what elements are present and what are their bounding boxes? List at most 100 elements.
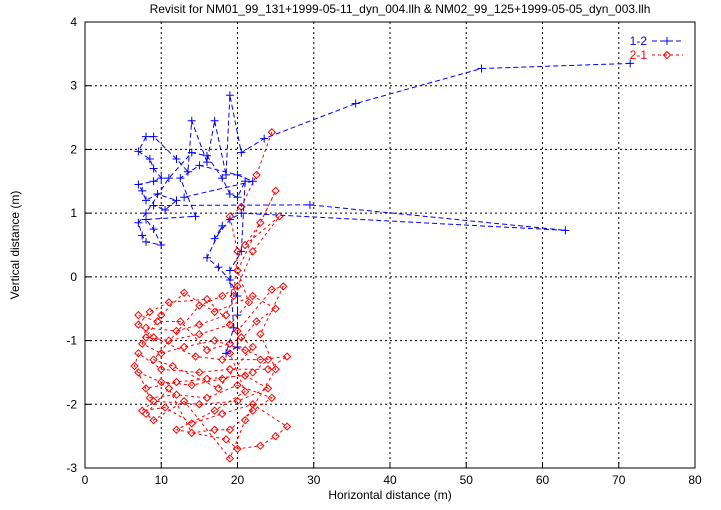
data-point <box>210 116 219 125</box>
data-point <box>248 342 257 352</box>
data-point <box>195 368 204 377</box>
data-point <box>263 384 273 393</box>
data-point <box>187 148 196 157</box>
data-point <box>233 311 242 320</box>
x-tick-label: 20 <box>231 473 245 487</box>
data-point <box>161 205 170 214</box>
data-point <box>145 307 155 317</box>
data-point <box>134 180 143 189</box>
y-tick-label: 4 <box>70 15 77 29</box>
data-point <box>248 291 257 301</box>
data-point <box>141 333 151 342</box>
data-point <box>164 174 173 183</box>
legend-label: 1-2 <box>630 34 648 48</box>
data-point <box>157 241 166 249</box>
data-point <box>142 237 150 246</box>
data-point <box>142 196 150 205</box>
y-tick-label: -2 <box>66 397 77 411</box>
data-point <box>233 247 242 256</box>
data-point <box>248 406 257 415</box>
data-point <box>218 174 227 183</box>
data-point <box>153 317 162 326</box>
data-point <box>561 226 570 235</box>
x-tick-label: 70 <box>612 473 626 487</box>
data-point <box>172 154 181 163</box>
data-point <box>134 310 143 320</box>
data-point <box>149 132 158 141</box>
data-point <box>187 419 196 428</box>
data-point <box>214 384 223 393</box>
data-point <box>195 320 204 329</box>
data-point <box>282 352 292 361</box>
data-point <box>137 339 147 348</box>
data-point <box>172 425 181 434</box>
data-point <box>195 400 204 409</box>
data-point <box>267 393 277 403</box>
data-point <box>172 377 181 387</box>
data-point <box>252 317 261 326</box>
data-point <box>179 288 189 297</box>
data-point <box>240 416 250 425</box>
legend-marker <box>662 50 672 60</box>
data-point <box>183 167 192 176</box>
data-point <box>279 282 288 291</box>
data-point <box>260 134 269 143</box>
data-point <box>142 215 150 224</box>
data-point <box>202 393 212 403</box>
data-point <box>157 174 166 183</box>
data-point <box>237 247 246 256</box>
data-point <box>149 416 158 425</box>
data-point <box>172 196 181 205</box>
data-point <box>157 349 166 358</box>
data-point <box>248 400 257 409</box>
data-point <box>248 247 257 256</box>
data-point <box>172 326 181 336</box>
data-point <box>157 365 166 374</box>
data-point <box>256 218 265 227</box>
data-point <box>149 177 158 186</box>
data-point <box>305 200 314 209</box>
data-point <box>187 428 196 438</box>
data-point <box>137 406 147 415</box>
plot-area <box>130 59 635 463</box>
data-point <box>233 396 242 406</box>
x-axis-label: Horizontal distance (m) <box>328 488 451 502</box>
data-point <box>225 190 234 199</box>
data-point <box>229 323 238 332</box>
data-point <box>203 253 211 262</box>
data-point <box>210 336 219 345</box>
series-2-1 <box>130 128 292 463</box>
data-point <box>218 291 227 301</box>
data-point <box>149 225 158 234</box>
data-point <box>134 218 143 227</box>
y-tick-label: 0 <box>70 270 77 284</box>
data-point <box>240 387 250 396</box>
data-point <box>176 174 185 183</box>
data-point <box>225 91 234 100</box>
data-point <box>218 409 227 419</box>
data-point <box>187 116 196 125</box>
data-point <box>218 374 227 384</box>
chart-title: Revisit for NM01_99_131+1999-05-11_dyn_0… <box>150 2 651 16</box>
data-point <box>195 329 204 339</box>
y-tick-label: -1 <box>66 334 77 348</box>
data-point <box>149 164 158 173</box>
data-point <box>138 231 147 240</box>
data-point <box>252 170 261 180</box>
x-tick-label: 60 <box>536 473 550 487</box>
data-point <box>271 431 280 441</box>
data-point <box>149 333 158 342</box>
data-point <box>225 365 235 374</box>
data-point <box>149 201 158 210</box>
data-point <box>351 99 360 108</box>
data-point <box>160 403 170 412</box>
data-point <box>138 186 147 195</box>
data-point <box>263 355 273 364</box>
data-point <box>233 193 242 202</box>
data-point <box>233 291 242 300</box>
data-point <box>202 345 212 355</box>
data-point <box>267 285 277 294</box>
data-point <box>263 365 273 374</box>
data-point <box>225 425 235 434</box>
data-point <box>210 307 219 317</box>
